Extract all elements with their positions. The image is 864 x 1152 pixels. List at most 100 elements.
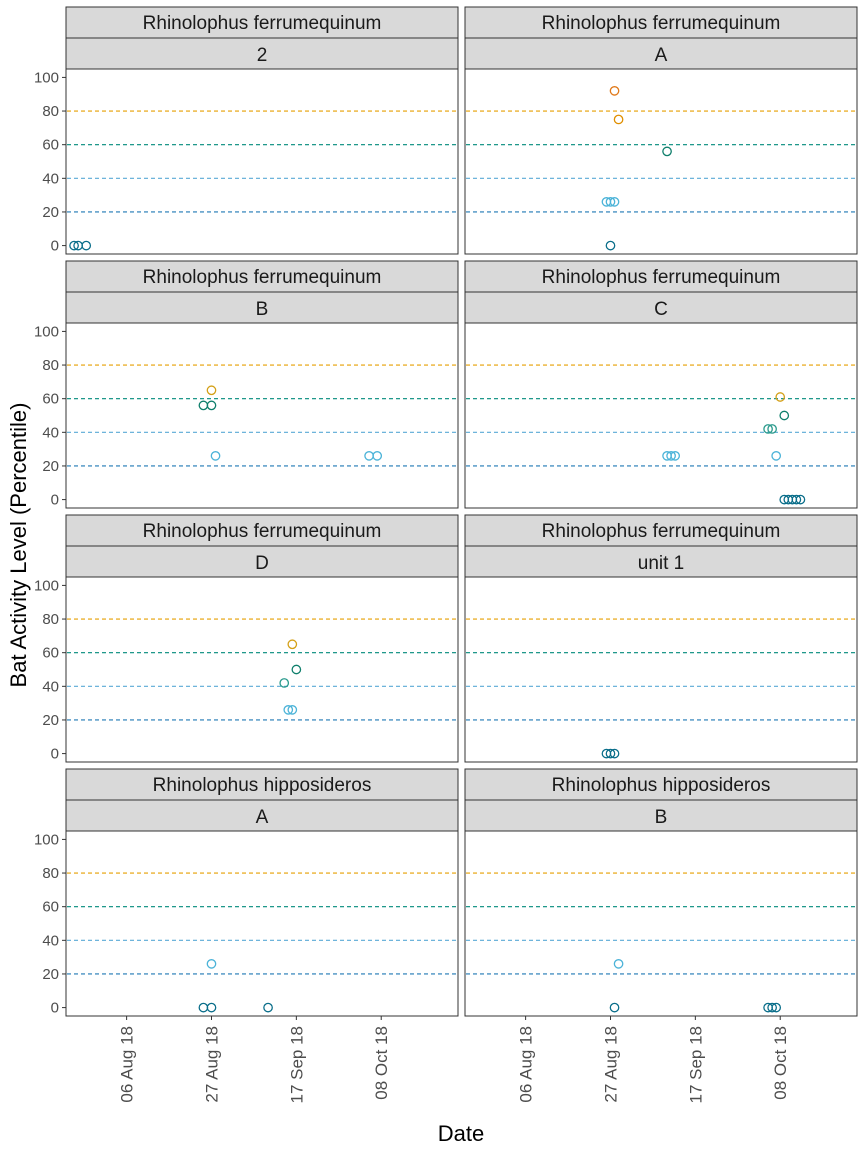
data-point — [609, 197, 620, 207]
axes: 0 20 40 60 80 100 0 20 40 60 80 100 0 20 40 60 80 100 0 20 4… — [34, 69, 790, 1103]
facet-strip-site — [65, 37, 459, 70]
y-tick-label: 100 — [34, 323, 59, 340]
facet-strip-site — [65, 545, 459, 578]
x-tick-label: 06 Aug 18 — [517, 1026, 536, 1103]
facet-panels: Rhinolophus ferrumequinum 2 Rhinolophus fe… — [65, 6, 858, 1017]
data-point — [287, 639, 298, 650]
facet-species-label: Rhinolophus hipposideros — [552, 775, 771, 796]
facet-species-label: Rhinolophus ferrumequinum — [542, 267, 781, 288]
y-tick-label: 60 — [42, 899, 59, 916]
facet-site-label: A — [655, 45, 668, 66]
data-point — [279, 678, 290, 688]
data-point — [767, 424, 777, 434]
y-tick-label: 40 — [42, 932, 59, 949]
x-tick-label: 06 Aug 18 — [118, 1026, 137, 1103]
facet-site-label: B — [256, 299, 269, 320]
y-tick-label: 0 — [51, 238, 59, 255]
facet-strip-site — [464, 799, 858, 832]
y-tick-label: 60 — [42, 137, 59, 154]
plot-area — [464, 68, 858, 255]
data-point — [69, 240, 79, 251]
facet-strip-site — [464, 545, 858, 578]
facet-site-label: 2 — [257, 45, 268, 66]
y-tick-label: 100 — [34, 69, 59, 86]
facet-site-label: B — [655, 807, 668, 828]
data-point — [613, 114, 624, 125]
data-point — [779, 410, 790, 421]
facet-site-label: A — [256, 807, 269, 828]
y-tick-label: 60 — [42, 391, 59, 408]
facet-panel: Rhinolophus ferrumequinum D — [65, 514, 459, 763]
y-tick-label: 40 — [42, 170, 59, 187]
y-axis-title: Bat Activity Level (Percentile) — [6, 403, 31, 688]
data-point — [206, 1002, 217, 1013]
facet-site-label: C — [654, 299, 668, 320]
y-tick-label: 0 — [51, 492, 59, 509]
data-point — [767, 1002, 777, 1013]
data-point — [81, 240, 92, 251]
x-tick-label: 27 Aug 18 — [601, 1026, 620, 1103]
y-tick-label: 80 — [42, 865, 59, 882]
facet-strip-species — [65, 6, 459, 39]
facet-panel: Rhinolophus ferrumequinum B — [65, 260, 459, 509]
plot-area — [464, 830, 858, 1017]
data-point — [791, 494, 802, 505]
data-point — [771, 451, 782, 461]
data-point — [372, 451, 383, 461]
data-point — [605, 748, 616, 759]
data-point — [771, 1002, 782, 1013]
data-point — [263, 1002, 273, 1013]
plot-area — [464, 322, 858, 509]
facet-panel: Rhinolophus hipposideros A — [65, 768, 459, 1017]
facet-species-label: Rhinolophus ferrumequinum — [542, 13, 781, 34]
x-tick-label: 17 Sep 18 — [287, 1026, 306, 1104]
data-point — [670, 451, 680, 461]
plot-area — [65, 576, 459, 763]
facet-species-label: Rhinolophus ferrumequinum — [542, 521, 781, 542]
data-point — [287, 705, 298, 715]
facet-strip-site — [65, 799, 459, 832]
facet-site-label: D — [255, 553, 269, 574]
y-tick-label: 20 — [42, 458, 59, 475]
data-point — [613, 959, 624, 969]
y-tick-label: 20 — [42, 204, 59, 221]
facet-site-label: unit 1 — [638, 553, 684, 574]
facet-strip-site — [65, 291, 459, 324]
facet-panel: Rhinolophus hipposideros B — [464, 768, 858, 1017]
y-tick-label: 20 — [42, 966, 59, 983]
facet-strip-species — [464, 768, 858, 801]
data-point — [763, 424, 773, 434]
plot-area — [464, 576, 858, 763]
data-point — [283, 705, 294, 715]
y-tick-label: 100 — [34, 831, 59, 848]
facet-strip-site — [464, 37, 858, 70]
data-point — [206, 959, 217, 969]
y-tick-label: 0 — [51, 1000, 59, 1017]
data-point — [795, 494, 806, 505]
facet-species-label: Rhinolophus ferrumequinum — [143, 267, 382, 288]
facet-species-label: Rhinolophus ferrumequinum — [143, 13, 382, 34]
y-tick-label: 20 — [42, 712, 59, 729]
x-tick-label: 17 Sep 18 — [686, 1026, 705, 1104]
x-axis-title: Date — [438, 1121, 484, 1146]
data-point — [666, 451, 676, 461]
y-tick-label: 60 — [42, 645, 59, 662]
data-point — [605, 197, 616, 207]
facet-panel: Rhinolophus ferrumequinum C — [464, 260, 858, 509]
data-point — [609, 1002, 620, 1013]
y-tick-label: 0 — [51, 746, 59, 763]
data-point — [206, 400, 217, 411]
y-tick-label: 80 — [42, 611, 59, 628]
facet-strip-site — [464, 291, 858, 324]
facet-species-label: Rhinolophus hipposideros — [153, 775, 372, 796]
plot-area — [65, 322, 459, 509]
data-point — [210, 451, 221, 461]
facet-strip-species — [65, 514, 459, 547]
plot-area — [65, 830, 459, 1017]
data-point — [775, 392, 786, 402]
facet-panel: Rhinolophus ferrumequinum unit 1 — [464, 514, 858, 763]
data-point — [605, 240, 616, 251]
y-tick-label: 80 — [42, 357, 59, 374]
facet-panel: Rhinolophus ferrumequinum A — [464, 6, 858, 255]
plot-area — [65, 68, 459, 255]
